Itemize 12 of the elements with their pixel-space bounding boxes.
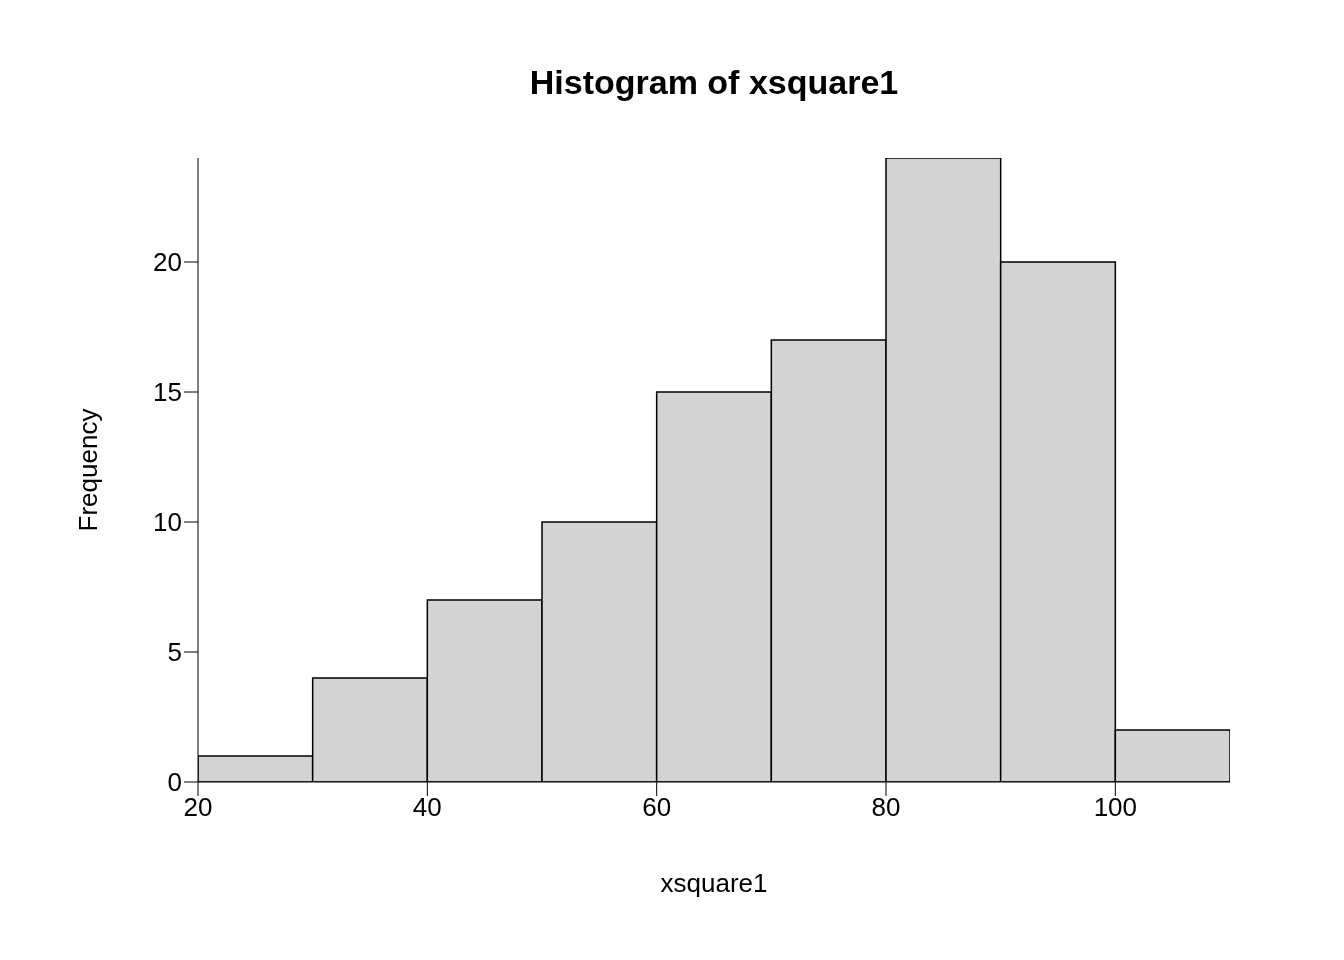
x-tick-label: 100 bbox=[1093, 792, 1138, 823]
x-axis-title: xsquare1 bbox=[660, 868, 768, 898]
x-tick-label: 80 bbox=[871, 792, 901, 823]
y-tick-label: 5 bbox=[167, 637, 182, 668]
y-tick-label: 0 bbox=[167, 767, 182, 798]
x-tick-label: 40 bbox=[412, 792, 442, 823]
y-tick-label: 10 bbox=[153, 507, 182, 538]
y-tick-label: 15 bbox=[153, 377, 182, 408]
y-axis-title: Frequency bbox=[73, 408, 104, 532]
x-tick-label: 60 bbox=[642, 792, 672, 823]
y-tick-label: 20 bbox=[153, 247, 182, 278]
chart-title: Histogram of xsquare1 bbox=[528, 63, 900, 102]
